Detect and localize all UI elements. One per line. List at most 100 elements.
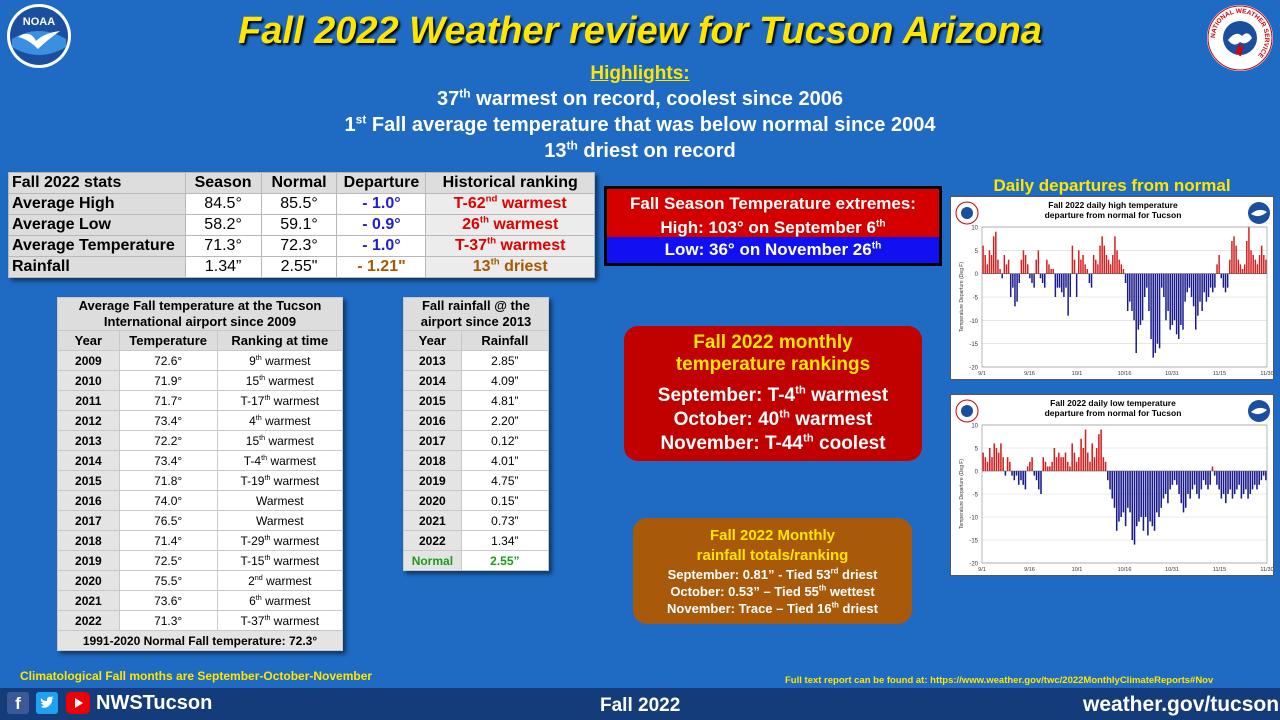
temp-table-header: Temperature [118,330,218,351]
stat-ranking: T-62nd warmest [425,193,595,215]
bar [1037,250,1040,274]
stats-header: Normal [260,172,338,194]
bar [1035,471,1038,481]
twitter-icon[interactable] [36,692,58,714]
bar [1207,471,1209,490]
bar [1207,273,1210,297]
bar [1229,259,1231,274]
ranking-cell: 6th warmest [216,590,344,611]
bar [1220,471,1223,499]
bar [1080,438,1082,471]
website-link[interactable]: weather.gov/tucson [1083,693,1280,716]
bar [1195,273,1197,330]
temperature-cell: 71.3° [118,610,218,631]
bar [1216,264,1218,274]
table-row: 2020 75.5° 2nd warmest [57,570,344,591]
temp-table-footer-row: 1991-2020 Normal Fall temperature: 72.3° [57,630,343,651]
bar [1051,461,1053,471]
bar [1003,255,1006,274]
bar [1016,273,1018,302]
bar [1148,273,1150,311]
chart-title: Fall 2022 daily high temperature departur… [1045,200,1182,220]
bar [1000,443,1002,471]
bar [1099,245,1101,274]
chart-background [951,197,1273,379]
table-row: Average Temperature 71.3° 72.3° - 1.0° T… [8,235,595,257]
noaa-logo-icon: NOAA [7,4,71,68]
bar [1241,269,1244,274]
bar [1258,255,1261,274]
year-cell: 2010 [57,370,120,391]
bar [1035,259,1037,274]
monthly-temperature-rankings-box: Fall 2022 monthly temperature rankings Se… [624,326,922,461]
rainfall-cell: 0.15” [460,490,550,511]
bar [1113,471,1116,508]
bar [999,269,1001,274]
bar [1009,273,1012,297]
bar [1142,471,1145,531]
bar [1190,273,1193,297]
bar [1162,471,1165,499]
stats-header: Season [184,172,262,194]
year-cell: 2020 [57,570,120,591]
bar [1140,471,1142,517]
temperature-cell: 76.5° [118,510,218,531]
bar [1193,471,1196,485]
report-link[interactable]: Full text report can be found at: https:… [785,675,1214,686]
temp-table-header-row: Year Temperature Ranking at time [57,330,344,351]
social-handle[interactable]: NWSTucson [96,692,213,714]
bar [1002,457,1004,471]
list-item: September: T-4th warmest [657,384,889,406]
bar [1218,471,1220,490]
highlight-line-3: 13th driest on record [544,138,736,162]
charts-heading: Daily departures from normal [993,176,1231,195]
bar [1167,273,1169,311]
bar [1061,273,1063,293]
bar [1156,471,1158,513]
temperature-cell: 71.7° [118,390,218,411]
monthly-rain-title: Fall 2022 Monthly rainfall totals/ranking [696,527,849,564]
temp-table-caption: Average Fall temperature at the Tucson I… [57,297,343,331]
facebook-icon[interactable]: f [7,692,29,714]
stat-ranking: T-37th warmest [425,235,595,257]
ranking-cell: T-19th warmest [216,470,344,491]
bar [1071,443,1073,471]
year-cell: 2017 [403,430,462,451]
bar [1231,241,1233,274]
bar [1078,457,1080,471]
temperature-cell: 75.5° [118,570,218,591]
table-row: 2019 4.75” [403,470,550,491]
bar [1149,471,1151,522]
bar [1175,273,1178,335]
bar [1198,471,1200,499]
bar [1226,273,1229,288]
bar [1069,273,1072,297]
bar [991,457,993,471]
highlight-line-2: 1st Fall average temperature that was be… [344,112,936,136]
bar [1049,466,1051,471]
year-cell: 2009 [57,350,120,371]
bar [1043,273,1046,288]
rainfall-cell: 2.85” [460,350,550,371]
temp-table-header: Ranking at time [216,330,344,351]
bar [1203,273,1206,293]
bar [1156,273,1159,344]
bar [1067,273,1069,316]
bar [1044,461,1047,471]
bar [1133,471,1136,545]
temp-table-header: Year [57,330,120,351]
year-cell: 2015 [403,390,462,411]
bar [1224,273,1227,293]
youtube-icon[interactable] [66,692,90,714]
bar [1250,250,1252,274]
bar [1001,273,1003,279]
bar [1235,245,1237,274]
bar [1133,273,1135,321]
ranking-cell: 9th warmest [216,350,344,371]
bar [1066,461,1069,471]
temperature-cell: 73.4° [118,450,218,471]
x-tick-label: 9/1 [978,567,986,573]
monthly-temp-lines: September: T-4th warmest October: 40th w… [624,384,922,456]
bar [986,264,989,274]
bar [1154,273,1157,353]
